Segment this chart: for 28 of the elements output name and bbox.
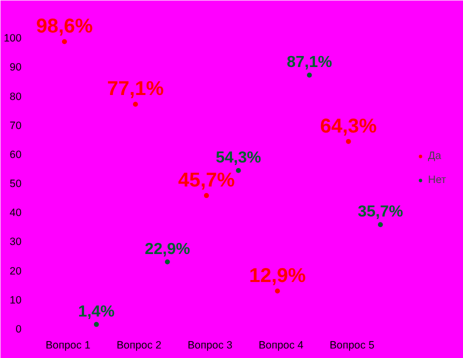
y-tick-label: 50 <box>10 178 22 190</box>
x-tick-label: Вопрос 1 <box>46 340 91 352</box>
y-tick-label: 0 <box>16 324 22 336</box>
data-label: 64,3% <box>320 115 378 138</box>
x-tick-label: Вопрос 4 <box>258 340 304 352</box>
data-label: 12,9% <box>249 264 306 287</box>
data-label: 77,1% <box>107 78 164 100</box>
data-label: 1,4% <box>78 303 115 320</box>
y-tick-label: 100 <box>4 32 22 45</box>
y-tick-label: 10 <box>10 294 22 306</box>
x-tick-label: Вопрос 5 <box>330 340 375 352</box>
legend-label: Нет <box>428 174 448 186</box>
y-tick-label: 70 <box>10 120 22 132</box>
y-tick-label: 30 <box>10 236 22 248</box>
data-label: 22,9% <box>144 240 190 258</box>
y-tick-label: 90 <box>10 62 22 74</box>
y-tick-label: 80 <box>10 90 22 103</box>
y-tick-label: 60 <box>10 148 22 161</box>
y-tick-label: 20 <box>10 265 22 278</box>
data-label: 45,7% <box>178 170 236 192</box>
x-tick-label: Вопрос 3 <box>188 340 233 352</box>
y-tick-label: 40 <box>10 207 22 220</box>
x-tick-label: Вопрос 2 <box>116 340 162 352</box>
data-label: 54,3% <box>216 150 262 167</box>
legend-label: Да <box>428 150 442 162</box>
data-label: 87,1% <box>286 54 332 72</box>
data-label: 98,6% <box>36 16 94 38</box>
data-label: 35,7% <box>358 204 404 221</box>
